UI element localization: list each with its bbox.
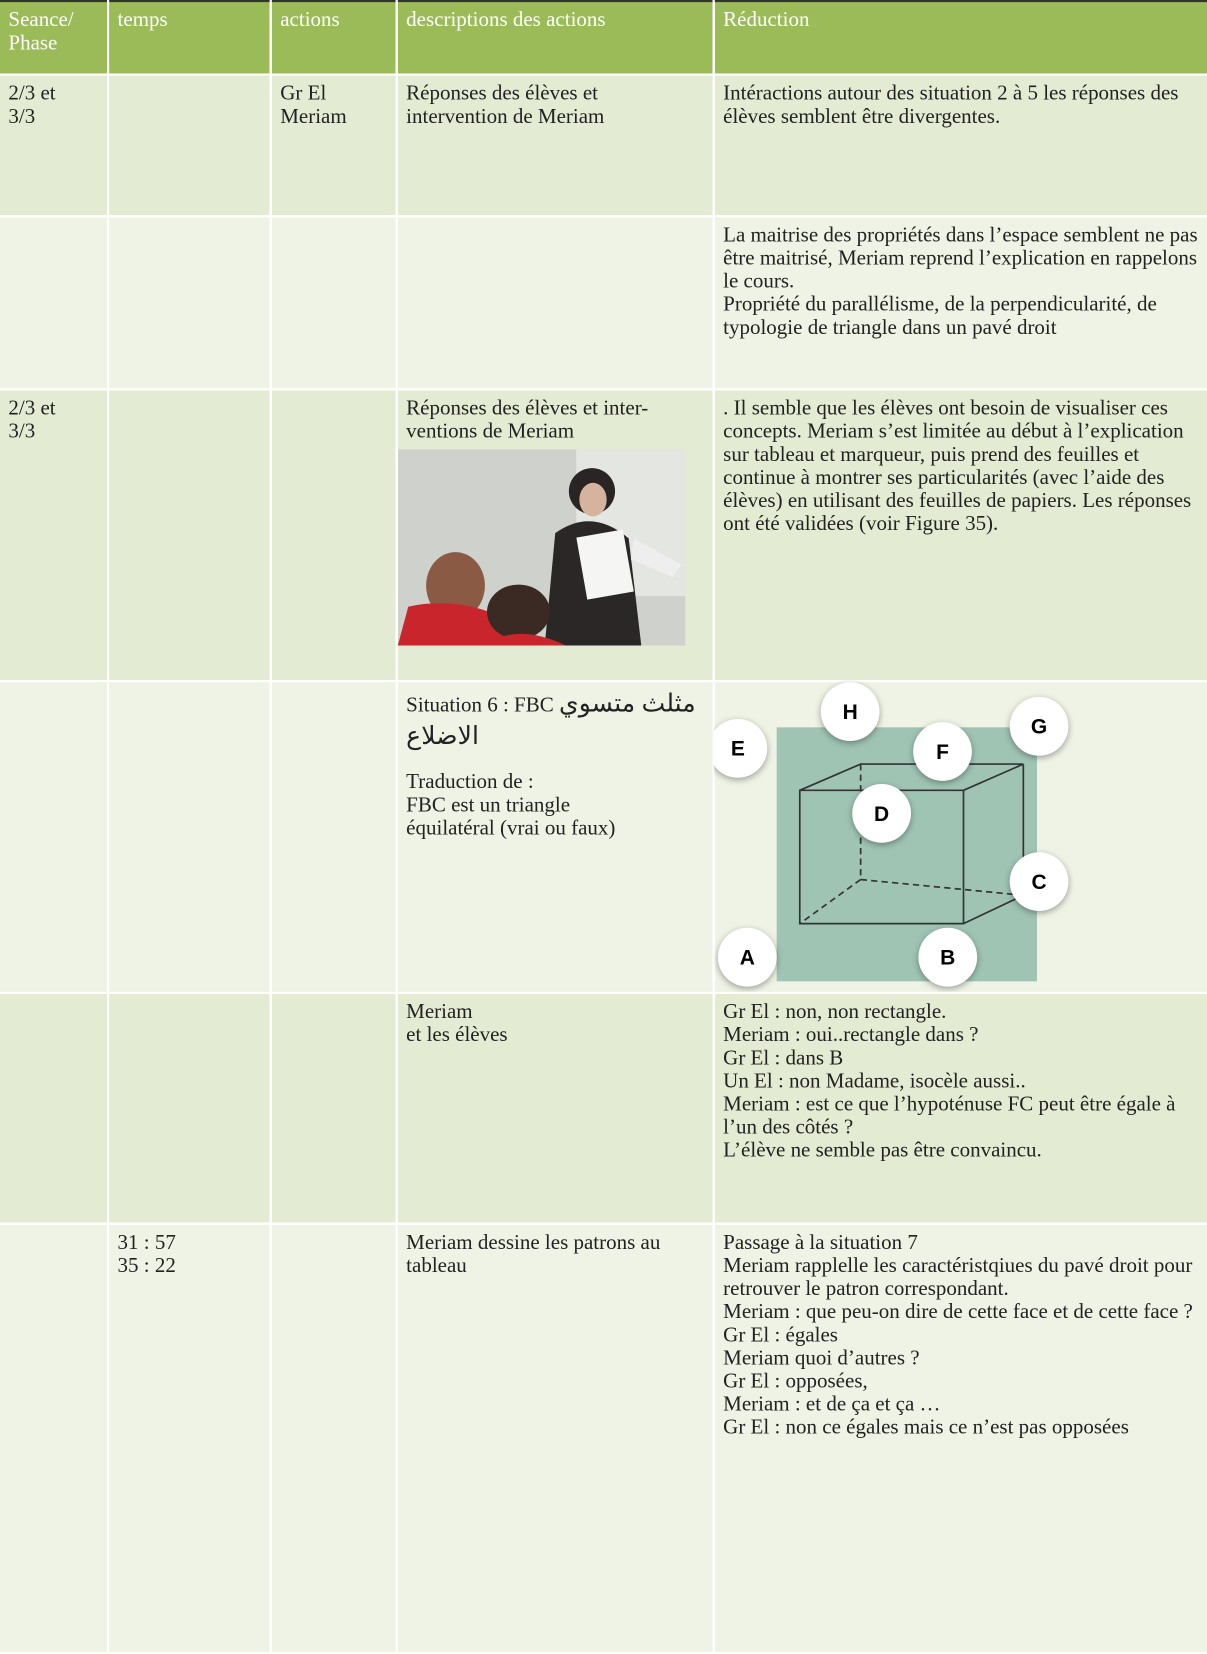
header-cell: Réduction — [712, 1, 1207, 76]
table-cell — [107, 681, 271, 994]
header-cell: actions — [269, 1, 397, 76]
table-cell — [107, 992, 271, 1225]
cube-photo — [776, 727, 1037, 982]
table-cell: . Il semble que les élèves ont besoin de… — [712, 389, 1207, 683]
table-cell: Gr El Meriam — [269, 74, 397, 218]
cube-figure: E H F G D C A B — [713, 682, 1069, 987]
vertex-label: E — [731, 738, 745, 761]
table-cell — [0, 681, 109, 994]
classroom-photo — [398, 449, 686, 646]
table-cell — [107, 389, 271, 683]
table-cell: 2/3 et 3/3 — [0, 74, 109, 218]
table-cell — [269, 681, 397, 994]
table-row: La maitrise des propriétés dans l’espace… — [0, 216, 1207, 391]
table-row: 2/3 et 3/3 Réponses des élèves et inter- … — [0, 389, 1207, 683]
table-cell: Situation 6 : FBC مثلث متسوي الاضلاع Trad… — [395, 681, 714, 994]
table-cell — [107, 216, 271, 391]
header-cell: Seance/ Phase — [0, 1, 109, 76]
vertex-label: H — [843, 701, 858, 724]
label-badge — [1009, 852, 1069, 912]
table-cell: 31 : 57 35 : 22 — [107, 1223, 271, 1654]
table-row: 2/3 et 3/3 Gr El Meriam Réponses des élève… — [0, 74, 1207, 218]
label-badge — [918, 927, 978, 987]
table-cell — [269, 389, 397, 683]
vertex-label: B — [940, 947, 955, 970]
label-badge — [852, 784, 912, 843]
vertex-label: A — [740, 947, 755, 970]
table-cell: Réponses des élèves et inter- ventions d… — [395, 389, 714, 683]
label-badge — [713, 718, 768, 778]
table-cell — [269, 992, 397, 1225]
table-cell: Meriam et les élèves — [395, 992, 714, 1225]
situation: Situation 6 : FBC — [406, 693, 554, 717]
vertex-label: C — [1031, 871, 1046, 894]
label-badge — [820, 682, 880, 741]
table-cell — [395, 216, 714, 391]
header-cell: descriptions des actions — [395, 1, 714, 76]
vertex-label: D — [874, 803, 889, 826]
arabic-text: مثلث متسوي الاضلاع — [406, 690, 696, 751]
header-row: Seance/ Phase temps actions descriptions de… — [0, 1, 1207, 76]
table-cell: Réponses des élèves et intervention de M… — [395, 74, 714, 218]
table-cell: Gr El : non, non rectangle. Meriam : oui… — [712, 992, 1207, 1225]
table-cell: Intéractions autour des situation 2 à 5 … — [712, 74, 1207, 218]
vertex-label: F — [936, 741, 949, 764]
table-cell — [0, 992, 109, 1225]
vertex-label: G — [1031, 716, 1047, 739]
table-row: 31 : 57 35 : 22 Meriam dessine les patron… — [0, 1223, 1207, 1654]
header-cell: temps — [107, 1, 271, 76]
table-row: Meriam et les élèves Gr El : non, non rec… — [0, 992, 1207, 1225]
table-cell — [269, 216, 397, 391]
cube-drawing — [798, 763, 1025, 925]
label-badge — [1009, 696, 1069, 756]
table-cell — [107, 74, 271, 218]
table-cell: Passage à la situation 7 Meriam rapplell… — [712, 1223, 1207, 1654]
table-cell — [0, 1223, 109, 1654]
situation-line: Situation 6 : FBC مثلث متسوي الاضلاع — [406, 689, 704, 754]
table-cell — [269, 1223, 397, 1654]
translation: Traduction de : FBC est un triangle équi… — [406, 770, 616, 840]
label-badge — [913, 722, 972, 781]
table-cell: 2/3 et 3/3 — [0, 389, 109, 683]
table-cell: Meriam dessine les patrons au tableau — [395, 1223, 714, 1654]
table-cell: La maitrise des propriétés dans l’espace… — [712, 216, 1207, 391]
label-badge — [717, 927, 777, 987]
table-cell — [0, 216, 109, 391]
